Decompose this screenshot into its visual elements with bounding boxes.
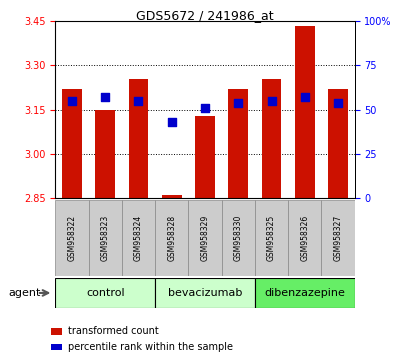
Text: GSM958330: GSM958330 (233, 215, 242, 261)
Bar (188, 200, 221, 276)
Text: transformed count: transformed count (68, 326, 159, 336)
Text: GSM958325: GSM958325 (266, 215, 275, 261)
Text: GSM958329: GSM958329 (200, 215, 209, 261)
Point (135, 98, 142, 104)
Bar (321, 200, 354, 276)
Text: GSM958322: GSM958322 (67, 215, 76, 261)
Text: agent: agent (8, 288, 40, 298)
Bar (155, 278, 254, 308)
Text: bevacizumab: bevacizumab (167, 288, 242, 298)
Bar (294, 26, 314, 198)
Text: GDS5672 / 241986_at: GDS5672 / 241986_at (136, 9, 273, 22)
Bar (51, 328, 62, 335)
Bar (162, 195, 181, 198)
Bar (254, 200, 288, 276)
Point (69, 98, 75, 104)
Point (201, 105, 208, 111)
Bar (155, 200, 188, 276)
Point (267, 98, 274, 104)
Bar (55, 200, 88, 276)
Bar (195, 116, 214, 198)
Point (168, 119, 175, 125)
Point (334, 100, 340, 105)
Point (301, 95, 307, 100)
Bar (327, 89, 347, 198)
Point (234, 100, 241, 105)
Text: GSM958328: GSM958328 (167, 215, 176, 261)
Bar (288, 200, 321, 276)
Bar (254, 278, 354, 308)
Bar (261, 79, 281, 198)
Bar (88, 200, 121, 276)
Bar (128, 79, 148, 198)
Bar (62, 89, 82, 198)
Text: control: control (86, 288, 124, 298)
Text: GSM958324: GSM958324 (134, 215, 143, 261)
Text: GSM958327: GSM958327 (333, 215, 342, 261)
Bar (55, 278, 155, 308)
Bar (121, 200, 155, 276)
Text: GSM958326: GSM958326 (299, 215, 308, 261)
Bar (51, 344, 62, 350)
Text: GSM958323: GSM958323 (101, 215, 110, 261)
Text: dibenzazepine: dibenzazepine (264, 288, 344, 298)
Bar (95, 110, 115, 198)
Text: percentile rank within the sample: percentile rank within the sample (68, 342, 233, 352)
Bar (221, 200, 254, 276)
Bar (228, 89, 247, 198)
Point (102, 95, 108, 100)
